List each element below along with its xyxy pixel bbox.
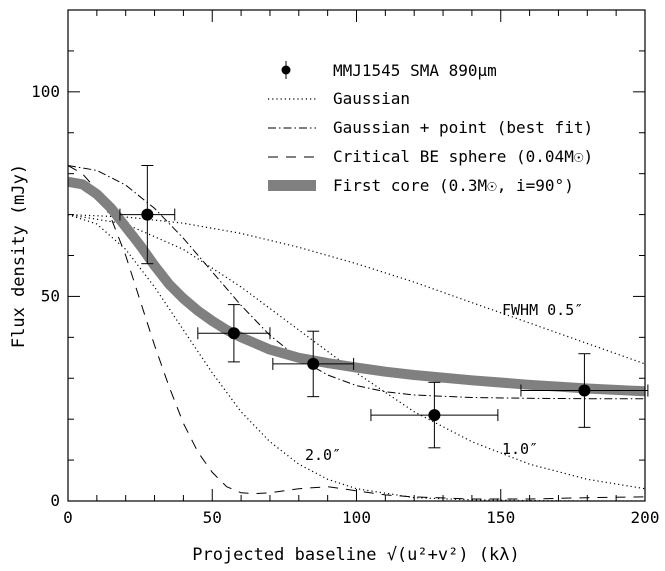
x-tick-label: 50 — [203, 508, 222, 527]
data-point-3 — [370, 381, 499, 449]
x-tick-label: 150 — [486, 508, 515, 527]
model-curves — [68, 165, 645, 501]
y-tick-label: 50 — [41, 286, 60, 305]
first-core-thin-start — [68, 180, 127, 228]
x-tick-label: 100 — [342, 508, 371, 527]
annotation-1-0: 1.0″ — [502, 440, 538, 458]
legend-first-core-label: First core (0.3M☉, i=90°) — [333, 176, 574, 195]
legend-be-sphere-label: Critical BE sphere (0.04M☉) — [333, 147, 593, 166]
data-marker — [578, 384, 591, 397]
data-point-0 — [119, 164, 176, 265]
legend-data-marker — [281, 61, 291, 79]
x-tick-label: 200 — [631, 508, 660, 527]
series-line-2-dotted — [68, 214, 645, 501]
data-marker — [141, 208, 154, 221]
data-point-4 — [520, 353, 649, 428]
legend-gauss-point-label: Gaussian + point (best fit) — [333, 118, 593, 137]
data-marker — [307, 357, 320, 370]
axis-ticks — [67, 9, 646, 502]
data-marker — [227, 327, 240, 340]
legend-first-core-swatch — [268, 180, 316, 191]
annotation-2-0: 2.0″ — [305, 446, 341, 464]
y-tick-label: 0 — [50, 491, 60, 510]
x-axis-label: Projected baseline √(u²+v²) (kλ) — [192, 545, 520, 565]
legend: MMJ1545 SMA 890μm Gaussian Gaussian + po… — [268, 61, 593, 195]
data-points — [119, 164, 649, 449]
x-tick-label: 0 — [63, 508, 73, 527]
data-point-2 — [272, 330, 355, 398]
series-line-0-dotted — [68, 214, 645, 365]
plot-frame — [67, 9, 646, 502]
series-line-1-dotted — [68, 214, 645, 490]
data-point-1 — [197, 304, 271, 363]
data-marker — [428, 409, 441, 422]
y-axis-label: Flux density (mJy) — [9, 164, 29, 348]
annotation-fwhm-0-5: FWHM 0.5″ — [502, 301, 583, 319]
legend-data-label: MMJ1545 SMA 890μm — [333, 61, 497, 80]
tick-labels: 0 50 100 150 200 0 50 100 — [31, 82, 659, 527]
legend-gaussian-label: Gaussian — [333, 89, 410, 108]
series-line-5-thick-gray — [68, 176, 645, 397]
y-tick-label: 100 — [31, 82, 60, 101]
series-line-4-dashed — [68, 165, 645, 500]
